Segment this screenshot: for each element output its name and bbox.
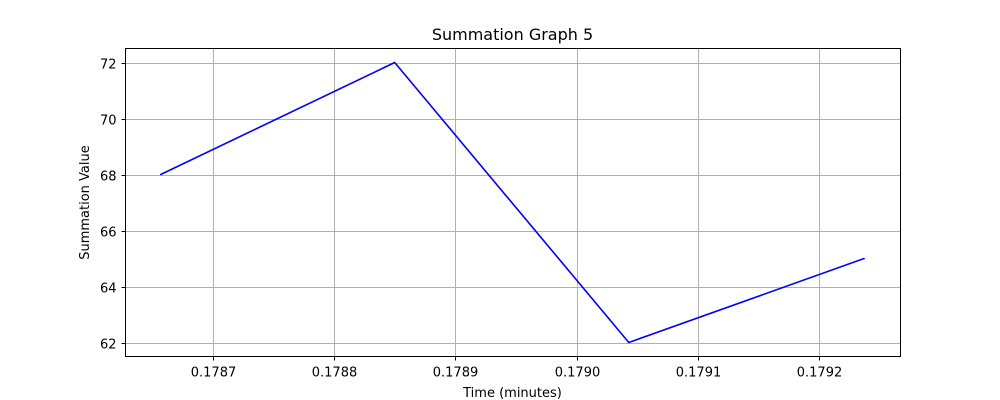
x-tick-label: 0.1788	[312, 366, 358, 381]
axis-ticks: 0.1787 0.1788 0.1789 0.1790 0.1791 0.1792 62 64…	[100, 58, 842, 381]
series-layer	[159, 61, 865, 344]
y-axis-title: Summation Value	[78, 145, 93, 260]
plot-frame	[125, 48, 901, 357]
y-tick-label: 64	[100, 282, 117, 297]
y-tick-label: 62	[100, 338, 117, 353]
y-tick-label: 68	[100, 170, 117, 185]
chart-title: Summation Graph 5	[432, 25, 593, 44]
x-tick-label: 0.1787	[191, 366, 237, 381]
y-tick-label: 70	[100, 114, 117, 129]
x-axis-title: Time (minutes)	[462, 386, 562, 400]
data-point	[628, 341, 630, 344]
data-point	[159, 173, 162, 176]
y-tick-label: 66	[100, 226, 117, 241]
x-tick-label: 0.1789	[433, 366, 479, 381]
y-tick-label: 72	[100, 58, 117, 73]
grid	[125, 48, 901, 357]
x-tick-label: 0.1792	[797, 366, 843, 381]
series-line	[160, 61, 865, 344]
data-point	[863, 257, 865, 260]
data-point	[393, 61, 396, 64]
x-tick-label: 0.1791	[676, 366, 722, 381]
x-tick-label: 0.1790	[555, 366, 601, 381]
